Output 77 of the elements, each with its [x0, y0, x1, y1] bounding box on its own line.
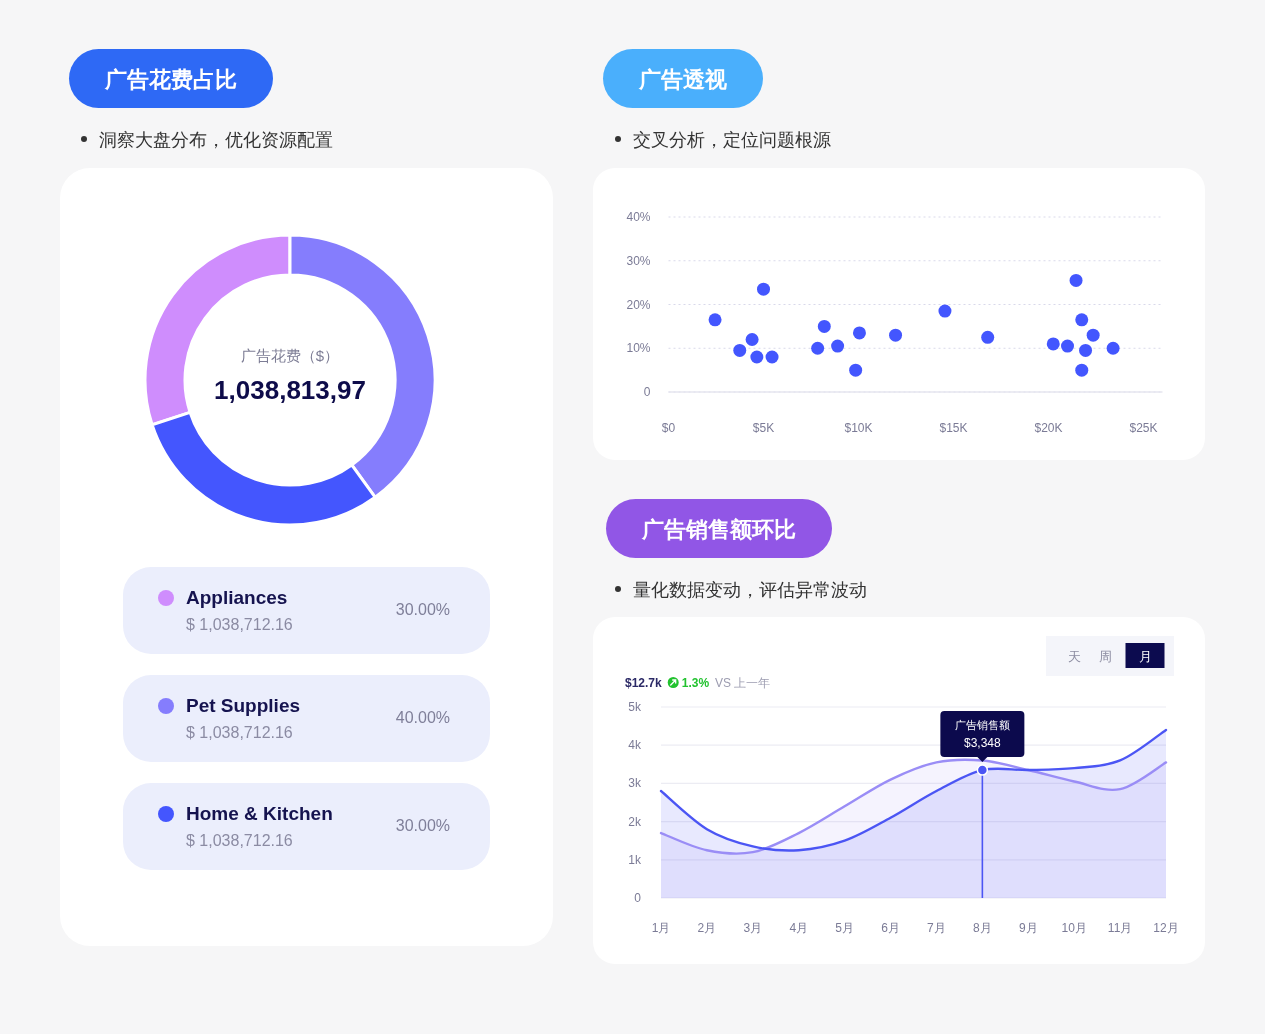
- x-tick-label: $0: [661, 421, 676, 435]
- point: [1106, 341, 1120, 355]
- point: [981, 330, 995, 344]
- point: [1075, 363, 1089, 377]
- chart-title: 广告透视: [638, 66, 727, 92]
- point: [1046, 337, 1060, 351]
- legend-label: Appliances: [186, 587, 288, 608]
- text: VS 上一年: [715, 676, 771, 690]
- data-label: 30.00%: [395, 601, 450, 618]
- x-tick-label: $5K: [752, 421, 775, 435]
- x-tick-label: 10月: [1061, 921, 1087, 935]
- data-label: 40.00%: [395, 709, 450, 726]
- chart-subtitle: 交叉分析，定位问题根源: [633, 129, 831, 150]
- x-tick-label: 8月: [973, 921, 992, 935]
- x-tick-label: 9月: [1018, 921, 1038, 935]
- y-tick-label: 20%: [626, 297, 651, 312]
- x-tick-label: $15K: [939, 421, 968, 435]
- point: [817, 319, 831, 333]
- point: [1079, 343, 1093, 357]
- title-pill: 广告透视: [603, 49, 763, 108]
- y-tick-label: 3k: [628, 776, 642, 791]
- text: 1,038,813,97: [214, 375, 366, 405]
- y-tick-label: 2k: [628, 814, 642, 829]
- legend-item: Home & Kitchen $ 1,038,712.16 30.00%: [123, 783, 490, 870]
- y-tick-label: 0: [634, 891, 642, 905]
- y-tick-label: 10%: [626, 341, 651, 356]
- point: [831, 339, 845, 353]
- chart-title: 广告花费占比: [104, 66, 237, 92]
- segmented-control: 天 周 月: [1046, 636, 1174, 676]
- point: [811, 341, 825, 355]
- legend-label: Home & Kitchen: [186, 803, 333, 824]
- point: [1061, 339, 1074, 353]
- chart-title: 广告销售额环比: [641, 516, 796, 542]
- point: [745, 333, 759, 346]
- chart-subtitle: 洞察大盘分布，优化资源配置: [99, 129, 333, 150]
- y-tick-label: 4k: [628, 738, 642, 753]
- chart-subtitle: 量化数据变动，评估异常波动: [633, 579, 867, 600]
- point: [708, 313, 722, 327]
- x-tick-label: 4月: [789, 921, 809, 935]
- data-label: $3,348: [964, 736, 1002, 751]
- x-tick-label: 12月: [1153, 921, 1179, 935]
- point: [757, 282, 770, 296]
- x-tick-label: $25K: [1129, 421, 1158, 435]
- y-tick-label: 0: [643, 385, 651, 399]
- text: 1.3%: [681, 676, 710, 690]
- annotation: 广告销售额: [954, 719, 1010, 732]
- x-tick-label: 2月: [697, 921, 717, 935]
- y-tick-label: 30%: [626, 253, 651, 268]
- point: [849, 363, 863, 377]
- x-tick-label: 5月: [835, 921, 854, 935]
- data-label: 30.00%: [395, 817, 450, 834]
- legend-item: Appliances $ 1,038,712.16 30.00%: [123, 567, 490, 654]
- point: [852, 326, 866, 340]
- x-tick-label: 11月: [1107, 921, 1133, 935]
- point: [750, 350, 764, 364]
- point: [733, 343, 747, 357]
- x-tick-label: $20K: [1034, 421, 1063, 435]
- x-tick-label: 1月: [651, 921, 671, 935]
- legend-label: Pet Supplies: [186, 695, 301, 716]
- y-tick-label: 5k: [628, 700, 642, 714]
- point: [1075, 313, 1089, 327]
- point: [765, 350, 779, 364]
- text: 广告花费（$）: [240, 347, 340, 364]
- title-pill: 广告花费占比: [69, 49, 273, 108]
- legend-item: Pet Supplies $ 1,038,712.16 40.00%: [123, 675, 490, 762]
- point: [938, 304, 952, 318]
- x-tick-label: 6月: [881, 921, 900, 935]
- point: [1086, 328, 1100, 342]
- y-tick-label: 40%: [626, 210, 651, 224]
- title-pill: 广告销售额环比: [606, 499, 832, 558]
- x-tick-label: 3月: [743, 921, 763, 935]
- text: $12.7k: [625, 676, 663, 690]
- y-tick-label: 1k: [628, 852, 642, 867]
- point: [889, 328, 903, 342]
- point: [1069, 273, 1083, 287]
- x-tick-label: 7月: [927, 921, 946, 935]
- x-tick-label: $10K: [844, 421, 873, 435]
